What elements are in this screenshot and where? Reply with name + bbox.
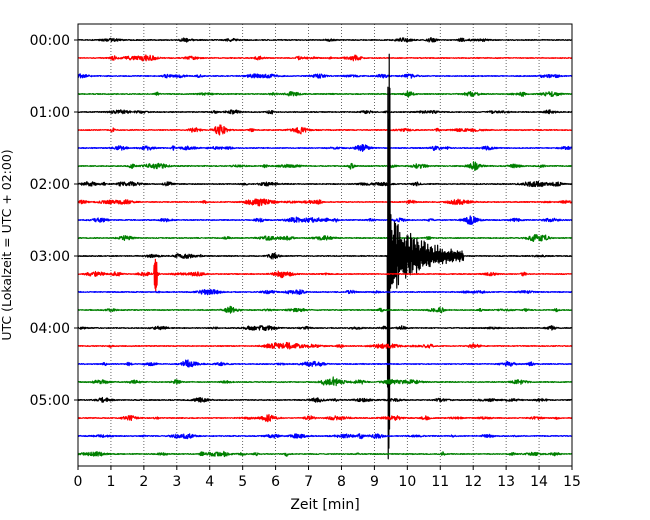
trace-row-0045 <box>77 90 573 98</box>
trace-row-0230 <box>77 215 573 225</box>
trace-row-0100 <box>77 109 573 115</box>
x-tick-label: 15 <box>563 474 581 490</box>
trace-row-0245 <box>77 234 573 242</box>
plot-background <box>78 24 572 466</box>
x-tick-label: 0 <box>74 474 83 490</box>
trace-row-0015 <box>77 54 573 62</box>
x-tick-label: 5 <box>238 474 247 490</box>
trace-row-0130 <box>77 144 573 152</box>
trace-row-0315 <box>77 258 573 292</box>
trace-row-0215 <box>77 198 573 207</box>
trace-row-0145 <box>77 161 573 172</box>
trace-row-0400 <box>77 324 573 332</box>
x-tick-label: 12 <box>464 474 482 490</box>
trace-row-0030 <box>77 73 573 79</box>
trace-row-0430 <box>77 359 573 368</box>
y-tick-label: 02:00 <box>30 177 70 193</box>
seismic-traces <box>77 36 573 460</box>
x-tick-label: 4 <box>205 474 214 490</box>
y-axis-title: UTC (Lokalzeit = UTC + 02:00) <box>0 149 14 340</box>
y-tick-label: 03:00 <box>30 249 70 265</box>
plot-frame <box>77 23 573 467</box>
trace-row-0300 <box>77 53 573 460</box>
x-tick-label: 11 <box>431 474 449 490</box>
y-tick-label: 04:00 <box>30 321 70 337</box>
x-tick-label: 8 <box>337 474 346 490</box>
x-tick-label: 9 <box>370 474 379 490</box>
trace-row-0545 <box>77 450 573 458</box>
y-tick-label: 05:00 <box>30 393 70 409</box>
trace-row-0000 <box>77 36 573 43</box>
x-tick-label: 6 <box>271 474 280 490</box>
trace-row-0415 <box>77 341 573 350</box>
y-axis: 00:00 01:00 02:00 03:00 04:00 05:00 <box>30 33 78 409</box>
x-tick-label: 1 <box>106 474 115 490</box>
x-tick-label: 2 <box>139 474 148 490</box>
trace-row-0445 <box>77 376 573 387</box>
x-tick-label: 14 <box>530 474 548 490</box>
x-tick-label: 13 <box>497 474 515 490</box>
trace-row-0530 <box>77 433 573 440</box>
trace-row-0345 <box>77 305 573 314</box>
y-tick-label: 01:00 <box>30 105 70 121</box>
trace-row-0115 <box>77 124 573 136</box>
trace-row-0515 <box>77 413 573 423</box>
x-tick-label: 3 <box>172 474 181 490</box>
trace-row-0200 <box>77 180 573 188</box>
x-tick-label: 10 <box>398 474 416 490</box>
trace-row-0500 <box>77 396 573 403</box>
x-tick-label: 7 <box>304 474 313 490</box>
trace-row-0330 <box>77 288 573 296</box>
x-axis-title: Zeit [min] <box>290 497 359 513</box>
y-tick-label: 00:00 <box>30 33 70 49</box>
x-axis: 0 1 2 3 4 5 6 7 8 9 10 11 12 13 14 15 <box>74 466 581 490</box>
